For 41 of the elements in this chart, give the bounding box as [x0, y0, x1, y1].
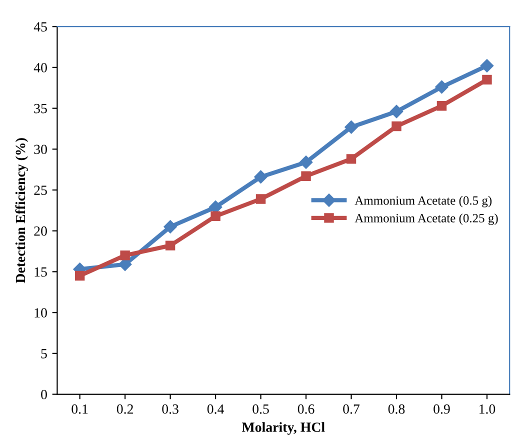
x-tick-label: 0.6: [298, 404, 314, 414]
point: [210, 211, 220, 222]
y-tick-label: 30: [34, 144, 47, 154]
y-tick-label: 10: [34, 308, 47, 318]
point: [344, 120, 358, 134]
y-axis-title: Detection Efficiency (%): [15, 138, 28, 284]
point: [74, 270, 85, 281]
x-tick-label: 0.4: [207, 404, 224, 414]
point: [392, 121, 402, 132]
x-tick-label: 0.9: [434, 404, 450, 414]
point: [346, 154, 356, 164]
point: [482, 74, 492, 85]
legend-label: Ammonium Acetate (0.5 g): [354, 196, 492, 208]
y-tick-label: 0: [41, 390, 47, 400]
point: [390, 104, 404, 118]
point: [480, 59, 494, 72]
point: [165, 240, 176, 250]
x-tick-label: 0.8: [388, 404, 405, 414]
point: [254, 170, 268, 184]
x-tick-label: 0.7: [343, 404, 360, 414]
x-tick-label: 0.2: [116, 404, 133, 414]
point: [436, 100, 447, 111]
point: [301, 171, 311, 181]
y-tick-label: 35: [34, 104, 47, 114]
y-tick-label: 15: [34, 267, 47, 277]
point: [435, 80, 448, 94]
y-tick-label: 40: [34, 63, 47, 72]
legend-label: Ammonium Acetate (0.25 g): [354, 214, 498, 225]
x-tick-label: 0.5: [252, 404, 269, 414]
x-tick-label: 0.1: [72, 404, 88, 414]
x-tick-label: 0.3: [162, 404, 178, 414]
point: [120, 250, 130, 260]
x-tick-label: 1.0: [480, 404, 496, 414]
point: [299, 156, 313, 169]
point: [256, 194, 266, 204]
y-tick-label: 20: [34, 226, 47, 236]
y-tick-label: 45: [34, 22, 47, 32]
y-tick-label: 25: [34, 186, 47, 195]
x-axis-title: Molarity, HCl: [242, 422, 325, 435]
point: [164, 220, 177, 234]
y-tick-label: 5: [41, 349, 47, 358]
